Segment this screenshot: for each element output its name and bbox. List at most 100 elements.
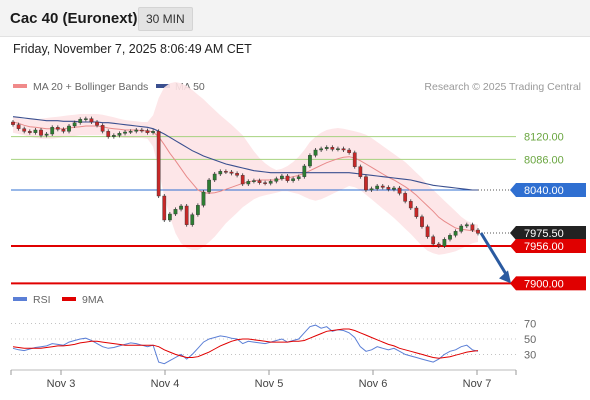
- candle-body: [128, 131, 133, 133]
- candle-body: [16, 124, 21, 129]
- rsi-tick-50: 50: [524, 334, 536, 346]
- candle-body: [319, 148, 323, 151]
- candle-body: [380, 185, 385, 188]
- candle-body: [420, 216, 424, 227]
- timeframe-button[interactable]: 30 MIN: [138, 7, 193, 31]
- candle-body: [139, 129, 144, 132]
- candle-body: [341, 148, 346, 151]
- candle-body: [470, 224, 475, 231]
- level-label-8086.00: 8086.00: [524, 154, 564, 166]
- rsi-ma-legend-swatch: [62, 297, 76, 301]
- candle-body: [106, 131, 111, 137]
- candle-body: [224, 171, 228, 173]
- candle-body: [179, 205, 183, 210]
- level-label-7900.00: 7900.00: [524, 278, 564, 290]
- level-tag-pointer: [510, 239, 516, 253]
- candle-body: [442, 239, 447, 247]
- rsi-tick-30: 30: [524, 349, 536, 361]
- ma20-line: [12, 121, 479, 232]
- candle-body: [386, 187, 391, 190]
- candle-body: [100, 125, 105, 132]
- candles: [11, 116, 480, 248]
- instrument-title: Cac 40 (Euronext): [10, 10, 138, 27]
- candle-body: [464, 224, 469, 227]
- candle-body: [117, 133, 122, 136]
- arrow-head: [499, 270, 511, 284]
- rsi-ma-legend-label: 9MA: [82, 294, 104, 306]
- candle-body: [184, 205, 189, 225]
- ma50-line: [12, 116, 478, 191]
- level-tag-8040.00: [516, 183, 586, 197]
- rsi-panel: 30 50 70: [11, 319, 536, 365]
- forecast-arrow: [479, 232, 511, 284]
- chart-datetime: Friday, November 7, 2025 8:06:49 AM CET: [13, 42, 252, 56]
- candle-body: [257, 180, 262, 183]
- candle-body: [296, 176, 301, 179]
- x-label-Nov-3: Nov 3: [47, 378, 76, 390]
- candle-body: [151, 131, 155, 133]
- candle-body: [414, 207, 419, 217]
- candle-body: [285, 175, 290, 181]
- candle-body: [111, 135, 116, 137]
- candle-body: [27, 131, 32, 133]
- candle-body: [308, 155, 312, 167]
- candle-body: [218, 171, 223, 175]
- level-tag-pointer: [510, 226, 516, 240]
- candle-body: [324, 147, 329, 149]
- bollinger-legend-swatch: [13, 84, 27, 88]
- candle-body: [89, 118, 94, 123]
- candle-body: [336, 148, 340, 150]
- level-label-7975.50: 7975.50: [524, 228, 564, 240]
- candle-body: [436, 243, 441, 247]
- candle-body: [162, 195, 167, 221]
- moving-averages: [12, 116, 479, 232]
- candle-body: [67, 125, 71, 132]
- level-tag-pointer: [510, 183, 516, 197]
- rsi-series-RSI: [12, 324, 479, 365]
- rsi-legend-label: RSI: [33, 294, 51, 306]
- candle-body: [302, 165, 307, 177]
- rsi-series-9MA: [12, 328, 479, 359]
- candle-body: [173, 209, 178, 215]
- candle-body: [72, 122, 77, 127]
- candle-body: [431, 236, 436, 245]
- candle-body: [280, 175, 284, 179]
- candle-body: [358, 166, 363, 177]
- candle-body: [50, 127, 55, 135]
- level-tag-7975.50: [516, 226, 586, 240]
- candle-body: [212, 173, 217, 181]
- candle-body: [453, 231, 458, 236]
- candle-body: [22, 128, 27, 132]
- level-tag-7956.00: [516, 239, 586, 253]
- level-label-8040.00: 8040.00: [524, 185, 564, 197]
- candle-body: [392, 187, 396, 190]
- candle-body: [33, 129, 38, 133]
- x-label-Nov-4: Nov 4: [151, 378, 180, 390]
- candle-body: [145, 130, 150, 133]
- candle-body: [235, 173, 239, 176]
- candle-body: [229, 171, 234, 174]
- candle-body: [83, 118, 88, 120]
- candle-body: [403, 193, 408, 202]
- candle-body: [263, 182, 267, 184]
- candle-body: [476, 229, 480, 234]
- candle-body: [190, 214, 195, 225]
- bollinger-band: [13, 82, 478, 255]
- x-label-Nov-6: Nov 6: [359, 378, 388, 390]
- candle-body: [11, 121, 15, 125]
- candle-body: [207, 179, 211, 193]
- candle-body: [459, 225, 464, 232]
- candle-body: [201, 191, 206, 206]
- level-tag-7900.00: [516, 276, 586, 291]
- bollinger-legend-label: MA 20 + Bollinger Bands: [33, 81, 148, 93]
- ma50-legend-swatch: [156, 84, 170, 88]
- candle-body: [364, 176, 368, 191]
- candle-body: [39, 129, 43, 136]
- candle-body: [347, 149, 352, 153]
- candle-body: [123, 131, 127, 134]
- candle-body: [375, 185, 380, 189]
- x-axis: Nov 3 Nov 4 Nov 5 Nov 6 Nov 7: [10, 370, 517, 390]
- candle-body: [95, 121, 99, 126]
- x-label-Nov-7: Nov 7: [463, 378, 492, 390]
